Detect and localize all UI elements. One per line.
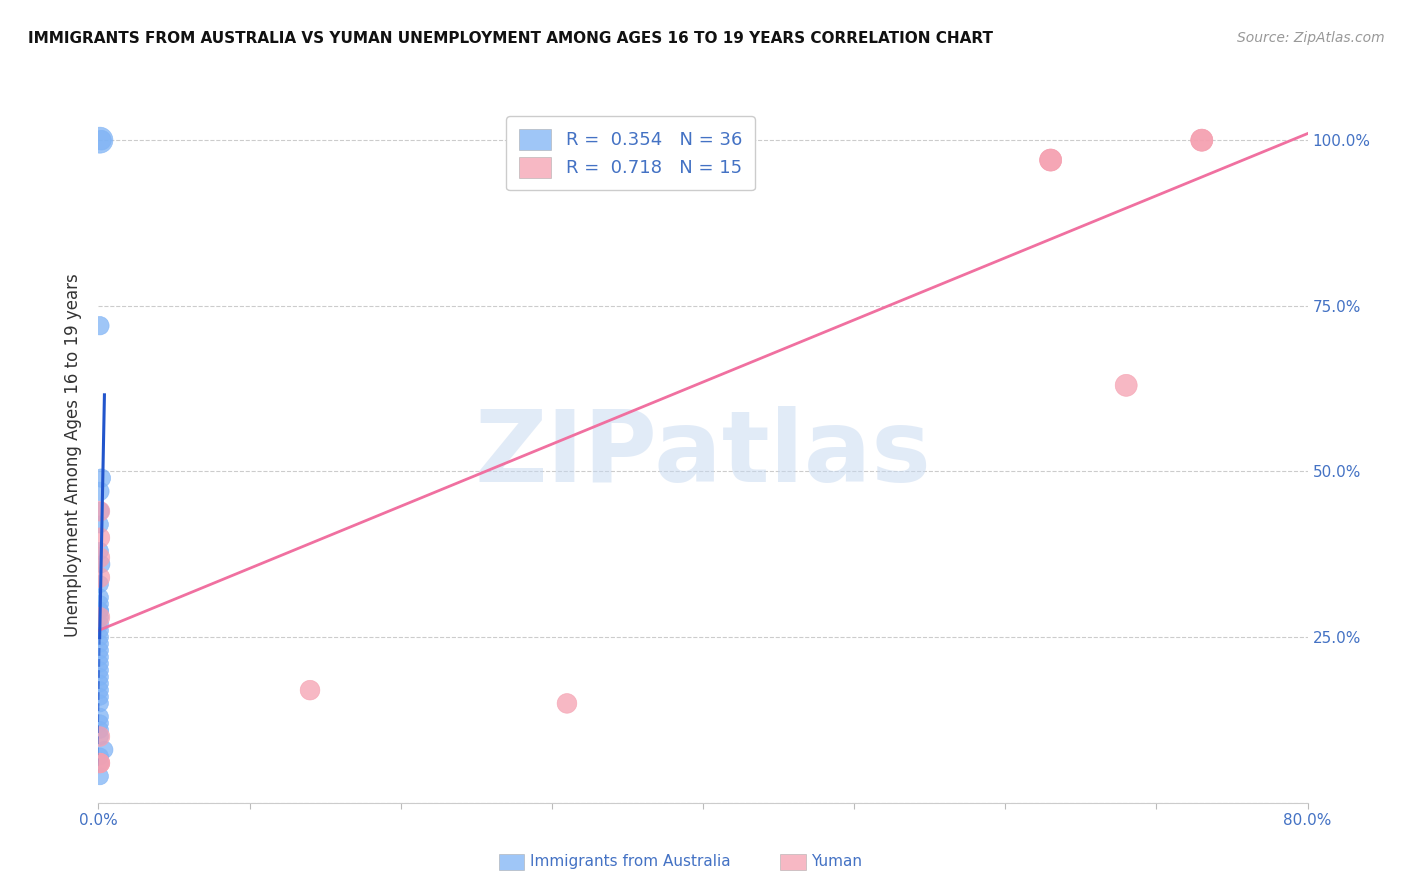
Point: [89, 577, 111, 591]
Point: [90, 471, 112, 485]
Point: [89, 769, 111, 783]
Point: [89, 643, 111, 657]
Text: IMMIGRANTS FROM AUSTRALIA VS YUMAN UNEMPLOYMENT AMONG AGES 16 TO 19 YEARS CORREL: IMMIGRANTS FROM AUSTRALIA VS YUMAN UNEMP…: [28, 31, 993, 46]
Point: [89, 504, 111, 518]
Point: [89, 610, 111, 624]
Point: [89, 504, 111, 518]
Point: [89, 517, 111, 532]
Text: Immigrants from Australia: Immigrants from Australia: [530, 855, 731, 869]
Point: [89, 133, 111, 147]
Point: [299, 683, 322, 698]
Point: [89, 650, 111, 665]
Point: [89, 597, 111, 611]
Text: Source: ZipAtlas.com: Source: ZipAtlas.com: [1237, 31, 1385, 45]
Point: [89, 670, 111, 684]
Point: [89, 723, 111, 737]
Point: [1039, 153, 1062, 167]
Point: [89, 657, 111, 671]
Point: [89, 616, 111, 631]
Point: [89, 318, 111, 333]
Point: [89, 544, 111, 558]
Point: [89, 756, 111, 770]
Point: [90, 558, 112, 572]
Point: [90, 133, 112, 147]
Point: [1115, 378, 1137, 392]
Point: [89, 630, 111, 644]
Point: [89, 749, 111, 764]
Point: [89, 484, 111, 499]
Point: [89, 624, 111, 638]
Text: Yuman: Yuman: [811, 855, 862, 869]
Point: [1191, 133, 1213, 147]
Point: [1039, 153, 1062, 167]
Point: [89, 697, 111, 711]
Point: [1191, 133, 1213, 147]
Point: [89, 604, 111, 618]
Point: [89, 531, 111, 545]
Point: [89, 709, 111, 723]
Point: [89, 730, 111, 744]
Y-axis label: Unemployment Among Ages 16 to 19 years: Unemployment Among Ages 16 to 19 years: [65, 273, 83, 637]
Point: [89, 610, 111, 624]
Point: [89, 690, 111, 704]
Text: ZIPatlas: ZIPatlas: [475, 407, 931, 503]
Point: [89, 730, 111, 744]
Point: [89, 550, 111, 565]
Point: [89, 591, 111, 605]
Point: [89, 683, 111, 698]
Point: [89, 676, 111, 690]
Point: [89, 716, 111, 731]
Point: [89, 663, 111, 677]
Point: [89, 637, 111, 651]
Point: [89, 570, 111, 584]
Point: [89, 604, 111, 618]
Legend: R =  0.354   N = 36, R =  0.718   N = 15: R = 0.354 N = 36, R = 0.718 N = 15: [506, 116, 755, 190]
Point: [93, 743, 115, 757]
Point: [555, 697, 578, 711]
Point: [89, 756, 111, 770]
Point: [89, 756, 111, 770]
